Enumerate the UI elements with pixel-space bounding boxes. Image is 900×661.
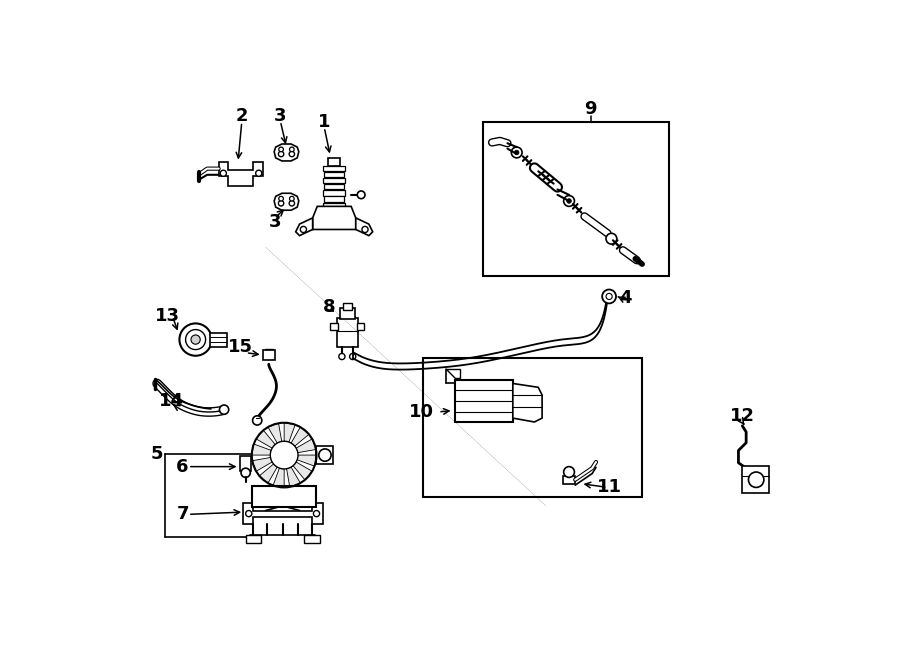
Polygon shape	[296, 439, 316, 453]
Bar	[211, 332, 227, 346]
Bar	[324, 184, 344, 190]
Bar	[324, 196, 344, 202]
Bar	[742, 466, 770, 493]
Circle shape	[256, 170, 262, 176]
Polygon shape	[446, 369, 460, 378]
Polygon shape	[284, 423, 295, 442]
Text: 11: 11	[598, 479, 623, 496]
Circle shape	[270, 442, 298, 469]
Circle shape	[563, 467, 574, 477]
Polygon shape	[243, 503, 322, 524]
Text: 12: 12	[730, 407, 755, 425]
Text: 9: 9	[584, 100, 597, 118]
Text: 2: 2	[236, 106, 248, 124]
Bar	[423, 358, 643, 496]
Polygon shape	[256, 430, 275, 448]
Bar	[323, 190, 345, 196]
Circle shape	[357, 191, 365, 199]
Text: 8: 8	[322, 298, 335, 316]
Circle shape	[279, 196, 284, 201]
Circle shape	[241, 468, 250, 477]
Text: 3: 3	[269, 213, 281, 231]
Polygon shape	[293, 462, 312, 480]
Polygon shape	[356, 218, 373, 235]
Text: 7: 7	[176, 506, 189, 524]
Circle shape	[362, 226, 368, 233]
Bar	[455, 379, 513, 422]
Text: 14: 14	[158, 392, 184, 410]
Circle shape	[278, 200, 284, 206]
Bar	[330, 323, 338, 330]
Circle shape	[289, 200, 294, 206]
Polygon shape	[274, 144, 299, 161]
Circle shape	[185, 330, 205, 350]
Polygon shape	[259, 464, 277, 483]
Circle shape	[289, 151, 294, 157]
Bar	[323, 165, 345, 171]
Circle shape	[319, 449, 331, 461]
Text: 15: 15	[228, 338, 253, 356]
Bar	[482, 122, 669, 276]
Bar	[356, 323, 365, 330]
Circle shape	[278, 151, 284, 157]
Text: 4: 4	[619, 289, 632, 307]
Circle shape	[179, 323, 212, 356]
Polygon shape	[252, 444, 271, 455]
Circle shape	[515, 150, 519, 155]
Polygon shape	[252, 457, 272, 471]
Circle shape	[246, 510, 252, 517]
Polygon shape	[304, 535, 320, 543]
Bar	[263, 350, 274, 360]
Circle shape	[253, 416, 262, 425]
Polygon shape	[297, 455, 317, 466]
Bar	[339, 308, 355, 319]
Circle shape	[511, 147, 522, 158]
Circle shape	[313, 510, 320, 517]
Circle shape	[220, 170, 227, 176]
Text: 3: 3	[274, 106, 286, 124]
Polygon shape	[312, 206, 356, 229]
Circle shape	[301, 226, 307, 233]
Polygon shape	[219, 163, 264, 186]
Polygon shape	[268, 423, 282, 443]
Bar	[323, 202, 345, 208]
Text: 5: 5	[151, 446, 164, 463]
Polygon shape	[246, 535, 261, 543]
Polygon shape	[286, 467, 301, 487]
Bar	[317, 446, 333, 464]
Circle shape	[279, 147, 284, 152]
Polygon shape	[513, 383, 542, 422]
Circle shape	[606, 293, 612, 299]
Polygon shape	[273, 468, 284, 487]
Circle shape	[602, 290, 616, 303]
Bar	[323, 178, 345, 183]
Polygon shape	[274, 193, 299, 210]
Bar	[343, 303, 352, 309]
Circle shape	[290, 147, 294, 152]
Bar	[240, 456, 251, 471]
Circle shape	[567, 199, 572, 204]
Text: 13: 13	[155, 307, 180, 325]
Bar	[252, 486, 317, 508]
Circle shape	[349, 354, 356, 360]
Circle shape	[338, 354, 345, 360]
Text: 6: 6	[176, 457, 189, 476]
Circle shape	[220, 405, 229, 414]
Circle shape	[191, 335, 200, 344]
Polygon shape	[296, 218, 312, 235]
Bar	[337, 318, 358, 347]
Circle shape	[749, 472, 764, 487]
Circle shape	[290, 196, 294, 201]
Polygon shape	[562, 476, 575, 484]
Bar	[324, 172, 344, 177]
Polygon shape	[291, 427, 309, 446]
Text: 1: 1	[318, 112, 330, 131]
Circle shape	[606, 233, 616, 244]
Text: 10: 10	[409, 403, 434, 421]
Bar	[328, 158, 340, 165]
Circle shape	[563, 196, 574, 206]
